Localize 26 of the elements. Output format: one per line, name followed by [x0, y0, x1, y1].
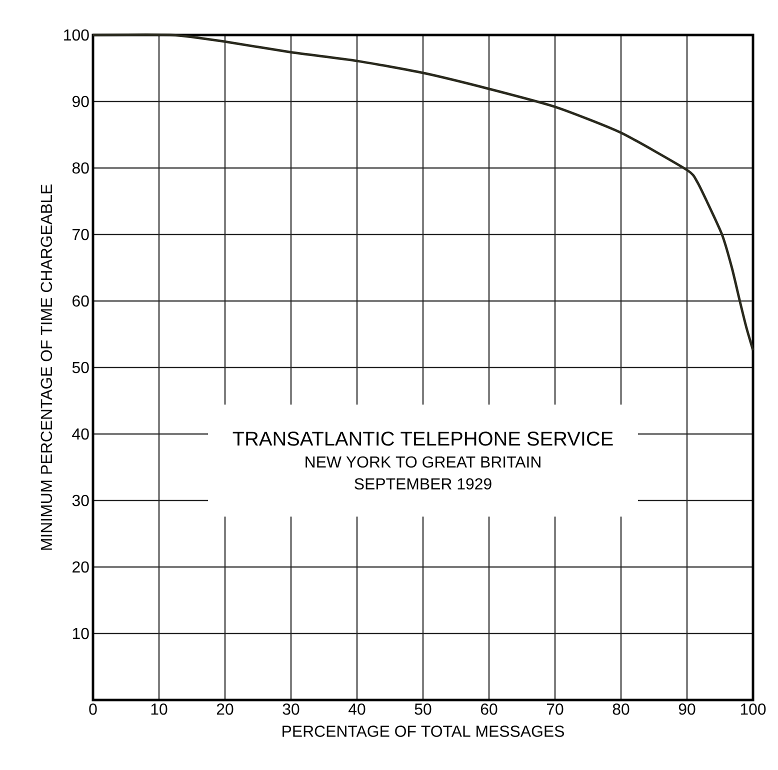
x-tick-label: 100 — [740, 704, 766, 715]
x-tick-label: 60 — [480, 704, 498, 715]
x-tick-label: 0 — [89, 704, 97, 715]
y-axis-title: MINIMUM PERCENTAGE OF TIME CHARGEABLE — [40, 184, 52, 550]
x-tick-label: 50 — [414, 704, 432, 715]
x-tick-label: 90 — [678, 704, 696, 715]
y-tick-label: 30 — [72, 494, 89, 506]
x-axis-title: PERCENTAGE OF TOTAL MESSAGES — [282, 726, 564, 737]
x-tick-label: 70 — [546, 704, 564, 715]
y-tick-label: 40 — [72, 428, 89, 440]
x-tick-label: 20 — [216, 704, 234, 715]
y-tick-label: 60 — [72, 295, 89, 307]
x-tick-label: 80 — [612, 704, 630, 715]
text: TRANSATLANTIC TELEPHONE SERVICE — [232, 432, 613, 446]
y-tick-label: 100 — [64, 29, 89, 41]
x-tick-label: 40 — [348, 704, 366, 715]
x-tick-label: 10 — [151, 704, 168, 715]
y-tick-label: 70 — [72, 228, 89, 240]
y-tick-label: 10 — [72, 628, 89, 640]
y-tick-label: 90 — [72, 96, 89, 108]
x-tick-label: 30 — [282, 704, 300, 715]
annotation: SEPTEMBER 1929 — [354, 478, 492, 490]
y-tick-label: 80 — [72, 162, 89, 174]
y-tick-label: 20 — [72, 561, 89, 573]
text: NEW YORK TO GREAT BRITAIN — [306, 456, 540, 468]
y-tick-label: 50 — [72, 362, 89, 374]
